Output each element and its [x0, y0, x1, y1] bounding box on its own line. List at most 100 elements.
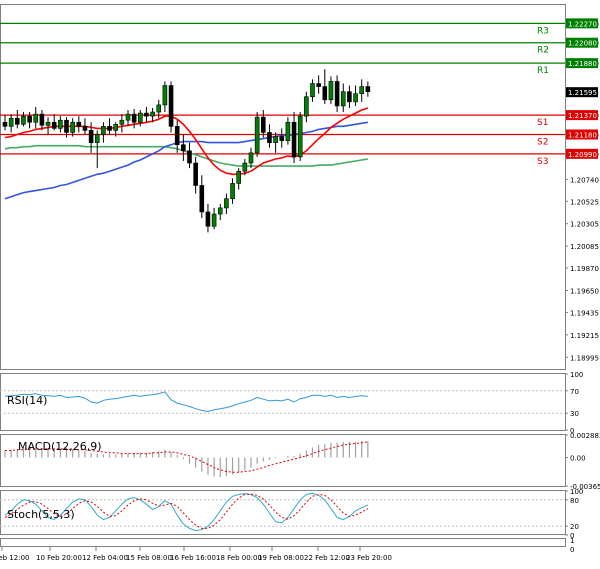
- candle-body: [125, 113, 131, 121]
- sub-tick-label: 0: [570, 532, 574, 540]
- candle-body: [217, 207, 223, 215]
- candle: [27, 112, 32, 129]
- price-tick-label: 1.19435: [570, 309, 599, 317]
- macd-label: MACD(12,26,9): [18, 440, 102, 453]
- candle: [76, 116, 82, 133]
- candle: [8, 114, 14, 133]
- macd-signal-line: [5, 441, 368, 473]
- candle: [82, 118, 88, 135]
- price-tick-label: 1.20085: [570, 243, 599, 251]
- extra-pane-axis: 1 0: [570, 537, 574, 554]
- candle: [353, 85, 358, 106]
- candle-body: [33, 113, 39, 123]
- candle: [359, 79, 365, 102]
- candle-body: [328, 81, 334, 101]
- sub-tick-label: -0.003654: [570, 483, 600, 491]
- candle-body: [131, 113, 137, 123]
- candle-body: [27, 115, 32, 123]
- candle-body: [236, 170, 241, 184]
- candle-body: [168, 85, 174, 127]
- rsi-line: [4, 391, 368, 413]
- time-tick-label: 16 Feb 16:00: [170, 554, 216, 562]
- time-tick-label: 19 Feb 08:00: [258, 554, 304, 562]
- candle-body: [334, 81, 340, 107]
- candle-body: [310, 83, 315, 98]
- candle: [242, 158, 248, 176]
- level-name-r2: R2: [537, 46, 549, 56]
- candle-body: [119, 119, 125, 125]
- candle: [273, 132, 278, 153]
- candle: [224, 193, 229, 215]
- candle: [322, 69, 328, 104]
- price-tick-label: 1.19215: [570, 332, 599, 340]
- candle: [45, 117, 51, 135]
- time-tick-label: 15 Feb 08:00: [126, 554, 172, 562]
- candle: [107, 118, 112, 135]
- main-pane: R3 R2 R1 S1 S2 S3: [0, 22, 565, 233]
- level-price-label: 1.22080: [568, 40, 597, 48]
- candle-body: [260, 116, 266, 133]
- level-price-box: [566, 110, 598, 121]
- main-pane-frame: [0, 4, 566, 370]
- candle: [94, 130, 100, 169]
- candle-body: [64, 119, 69, 133]
- candle: [248, 147, 254, 169]
- candle: [21, 112, 26, 127]
- candle-body: [211, 213, 217, 227]
- time-tick-label: 10 Feb 20:00: [36, 554, 82, 562]
- candle-body: [76, 121, 82, 127]
- time-tick-label: 23 Feb 20:00: [346, 554, 392, 562]
- price-tick-label: 1.20305: [570, 221, 599, 229]
- candle: [156, 99, 162, 119]
- candle: [340, 83, 346, 113]
- extra-pane-tick-1: 1: [570, 537, 574, 545]
- candle-body: [322, 86, 328, 101]
- candle: [211, 207, 217, 230]
- candle-body: [101, 126, 106, 135]
- candle: [205, 203, 211, 233]
- candle: [2, 115, 8, 131]
- extra-pane-frame: [0, 538, 566, 547]
- level-price-label: 1.20990: [568, 151, 597, 159]
- candle-body: [107, 126, 112, 131]
- candle-body: [279, 136, 285, 141]
- candle-body: [230, 183, 235, 200]
- candle-body: [8, 117, 14, 127]
- candle: [285, 117, 291, 145]
- candle: [230, 178, 235, 204]
- pane-frames: [0, 4, 566, 547]
- candle-body: [138, 112, 143, 123]
- candle: [64, 117, 69, 138]
- level-price-box: [566, 129, 598, 140]
- candle: [144, 106, 149, 123]
- level-name-s1: S1: [537, 118, 548, 128]
- stoch-signal-line: [4, 493, 369, 529]
- candle-body: [162, 85, 168, 106]
- candle-body: [353, 93, 358, 103]
- candle: [181, 134, 186, 161]
- candle-body: [15, 117, 20, 125]
- sub-tick-label: 0.00: [570, 454, 586, 462]
- candle: [260, 110, 266, 138]
- stoch-label: Stoch(5,5,3): [7, 508, 75, 521]
- candle: [174, 120, 180, 153]
- candle-body: [88, 130, 94, 143]
- candle-body: [205, 211, 211, 227]
- candle: [150, 107, 155, 123]
- candle-body: [359, 86, 365, 95]
- price-tick-label: 1.20525: [570, 198, 599, 206]
- candle: [279, 128, 285, 148]
- candle: [304, 91, 309, 123]
- candle-body: [181, 144, 186, 152]
- candle-body: [347, 91, 352, 103]
- candle-body: [248, 152, 254, 164]
- candle-body: [291, 121, 297, 158]
- candle-body: [144, 112, 149, 117]
- stoch-main-line: [4, 492, 369, 532]
- candle-body: [187, 150, 192, 164]
- candle: [119, 114, 125, 133]
- price-tick-label: 1.19650: [570, 287, 599, 295]
- candle: [254, 112, 260, 157]
